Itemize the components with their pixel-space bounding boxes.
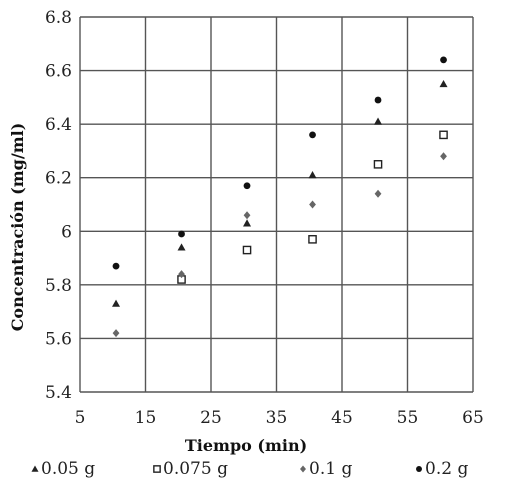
y-tick-label: 6.6 (45, 62, 72, 82)
data-point-0-05-g (112, 299, 121, 307)
y-tick-label: 6.2 (45, 169, 72, 189)
grid (79, 16, 474, 393)
x-tick-label: 55 (397, 408, 419, 428)
x-tick-labels: 5 15 25 35 45 55 65 (75, 408, 484, 428)
data-points (112, 56, 448, 338)
legend-label: 0.2 g (425, 459, 468, 479)
legend-label: 0.075 g (163, 459, 228, 479)
x-tick-label: 25 (200, 408, 222, 428)
y-tick-label: 6.8 (45, 8, 72, 28)
data-point-0-075-g (308, 235, 317, 244)
x-tick-label: 35 (266, 408, 288, 428)
data-point-0-05-g (374, 117, 383, 125)
data-point-0-05-g (439, 79, 448, 88)
data-point-0-1-g (243, 211, 251, 220)
y-axis-label: Concentración (mg/ml) (8, 123, 27, 332)
legend-label: 0.1 g (309, 459, 352, 479)
legend-marker (416, 466, 422, 472)
data-point-0-075-g (373, 160, 383, 169)
data-point-0-05-g (177, 243, 186, 251)
data-point-0-1-g (374, 189, 382, 198)
legend-label: 0.05 g (41, 459, 95, 479)
data-point-0-05-g (243, 219, 252, 227)
y-tick-label: 5.8 (45, 276, 72, 296)
y-tick-label: 6 (61, 222, 72, 242)
data-point-0-1-g (309, 200, 316, 209)
y-tick-label: 5.6 (45, 329, 72, 349)
data-point-0-1-g (112, 329, 120, 338)
x-tick-label: 65 (462, 408, 484, 428)
x-tick-label: 45 (331, 408, 353, 428)
y-tick-labels: 5.4 5.6 5.8 6 6.2 6.4 6.6 6.8 (45, 8, 72, 403)
x-axis-label: Tiempo (min) (185, 436, 307, 455)
data-point-0-075-g (439, 130, 448, 140)
data-point-0-075-g (242, 245, 252, 255)
legend-marker (300, 465, 306, 473)
data-point-0-2-g (309, 131, 316, 139)
data-point-0-2-g (440, 56, 447, 64)
data-point-0-1-g (440, 152, 447, 161)
legend-marker (153, 465, 161, 473)
data-point-0-1-g (178, 270, 185, 279)
data-point-0-05-g (308, 171, 317, 179)
legend-marker (31, 465, 39, 472)
y-tick-label: 5.4 (45, 383, 72, 403)
data-point-0-2-g (112, 262, 120, 270)
y-tick-label: 6.4 (45, 115, 72, 135)
legend: 0.05 g 0.075 g 0.1 g 0.2 g (31, 459, 468, 479)
data-point-0-2-g (178, 230, 185, 238)
x-tick-label: 5 (75, 408, 86, 428)
data-point-0-2-g (374, 96, 382, 104)
data-point-0-2-g (243, 182, 251, 190)
x-tick-label: 15 (135, 408, 157, 428)
